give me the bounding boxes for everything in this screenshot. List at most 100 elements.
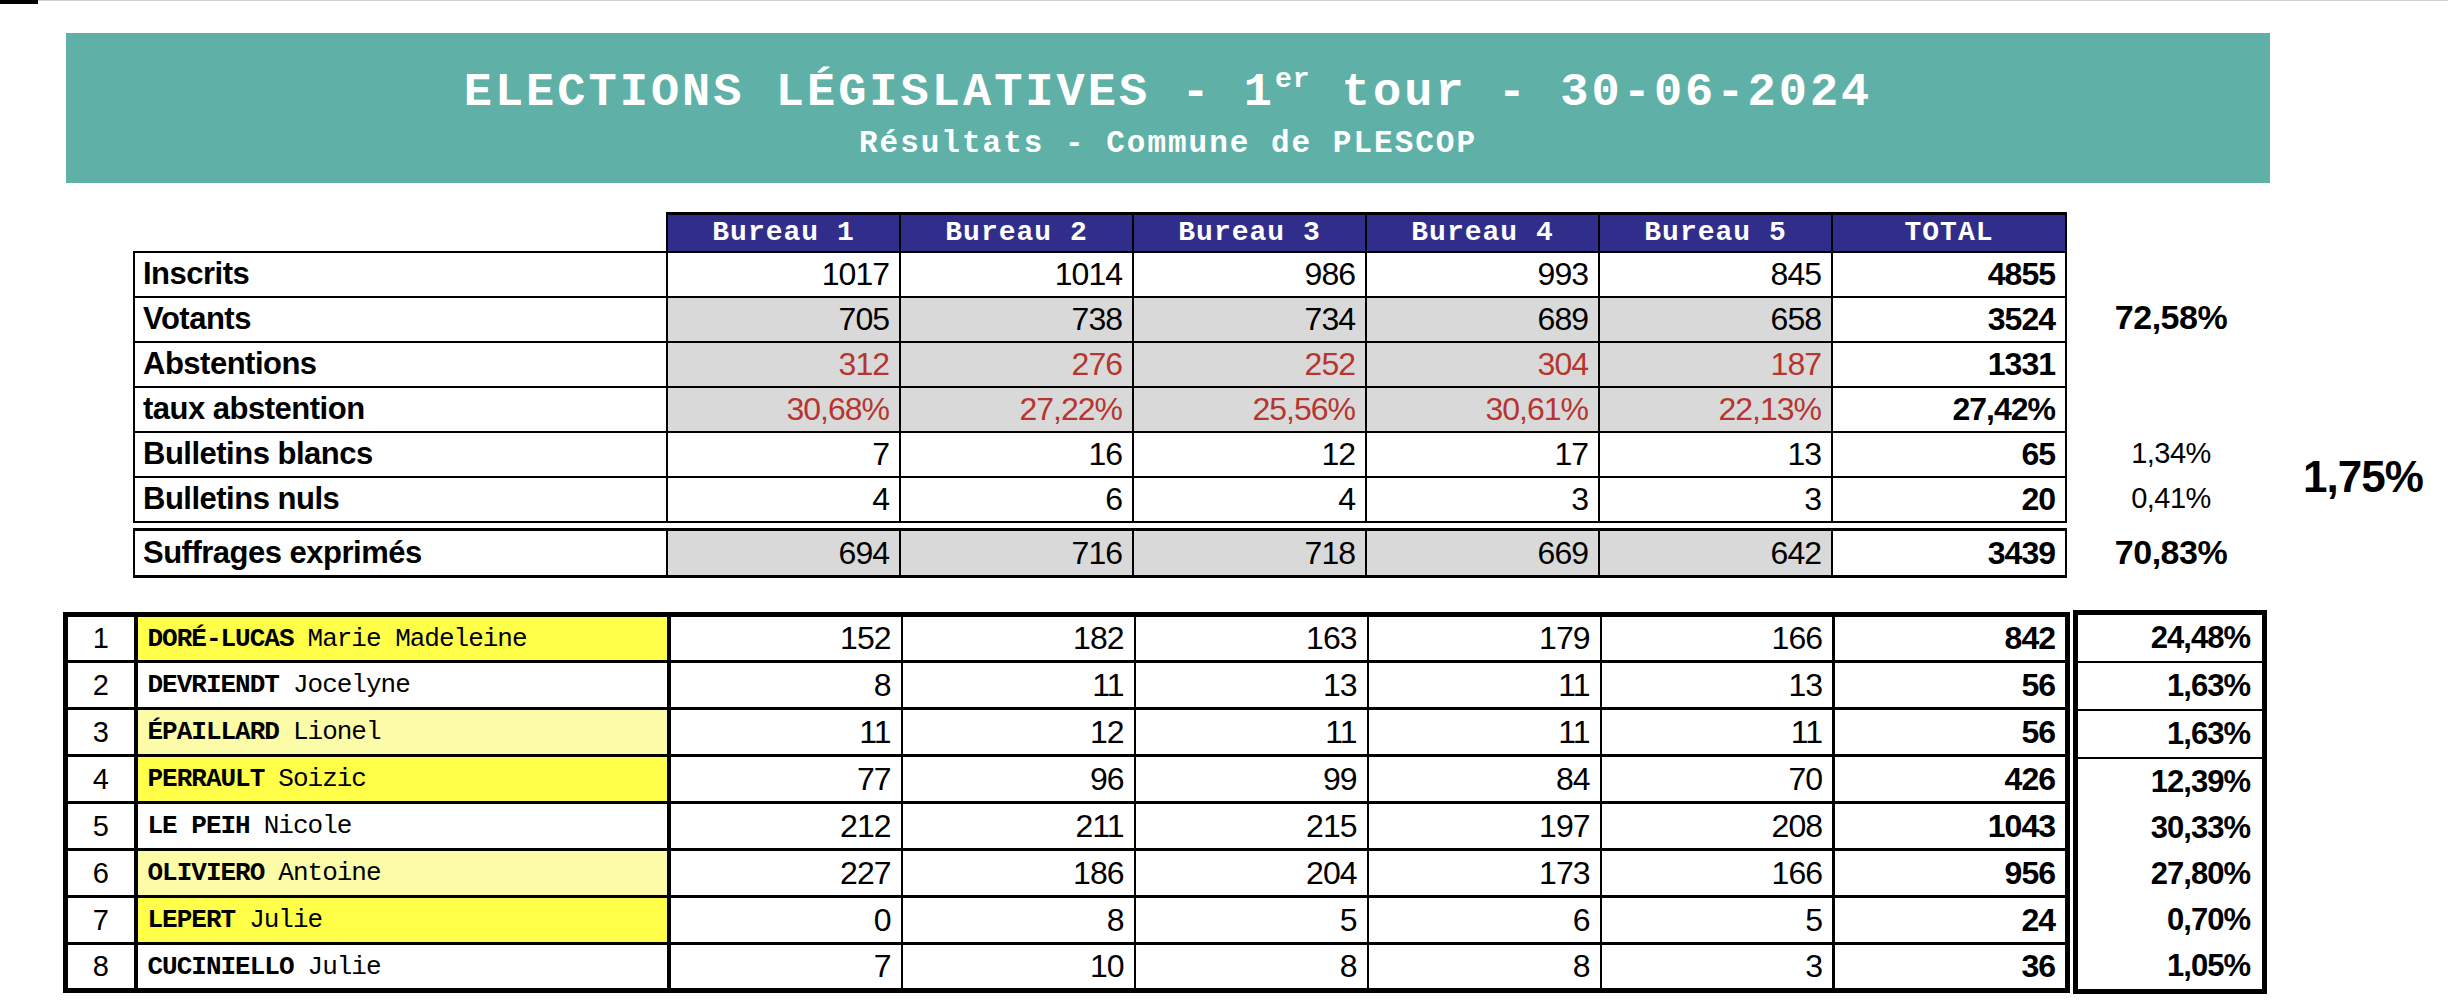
candidate-last-name: DORÉ-LUCAS xyxy=(148,624,294,654)
column-header-bureau-4: Bureau 4 xyxy=(1366,214,1599,252)
cell-value: 986 xyxy=(1133,252,1366,297)
cell-total: 842 xyxy=(1834,615,2068,662)
candidate-last-name: PERRAULT xyxy=(148,764,265,794)
page-title-superscript: er xyxy=(1275,64,1311,95)
candidate-first-name: Soizic xyxy=(278,764,366,794)
cell-value: 3 xyxy=(1601,944,1834,991)
cell-value: 11 xyxy=(669,709,902,756)
cell-value: 179 xyxy=(1368,615,1601,662)
cell-value: 12 xyxy=(902,709,1135,756)
cell-value: 152 xyxy=(669,615,902,662)
summary-row-votants: Votants 705 738 734 689 658 3524 xyxy=(134,297,2066,342)
candidate-last-name: DEVRIENDT xyxy=(148,670,279,700)
candidate-percentage: 27,80% xyxy=(2078,851,2262,897)
summary-row-abstentions: Abstentions 312 276 252 304 187 1331 xyxy=(134,342,2066,387)
cell-value: 642 xyxy=(1599,530,1832,577)
cell-total: 3524 xyxy=(1832,297,2066,342)
candidate-rank: 1 xyxy=(66,615,136,662)
cell-value: 22,13% xyxy=(1599,387,1832,432)
column-header-bureau-5: Bureau 5 xyxy=(1599,214,1832,252)
cell-value: 163 xyxy=(1135,615,1368,662)
cell-value: 7 xyxy=(667,432,900,477)
cell-value: 16 xyxy=(900,432,1133,477)
candidate-name: OLIVIEROAntoine xyxy=(136,850,669,897)
cell-value: 166 xyxy=(1601,850,1834,897)
candidate-row: 3 ÉPAILLARDLionel 11 12 11 11 11 56 xyxy=(66,709,2068,756)
candidate-rank: 5 xyxy=(66,803,136,850)
cell-total: 1331 xyxy=(1832,342,2066,387)
cell-value: 208 xyxy=(1601,803,1834,850)
cell-value: 227 xyxy=(669,850,902,897)
cell-value: 84 xyxy=(1368,756,1601,803)
row-label: taux abstention xyxy=(134,387,667,432)
cell-value: 204 xyxy=(1135,850,1368,897)
cell-value: 716 xyxy=(900,530,1133,577)
cell-value: 187 xyxy=(1599,342,1832,387)
cell-value: 304 xyxy=(1366,342,1599,387)
cell-value: 186 xyxy=(902,850,1135,897)
cell-total: 3439 xyxy=(1832,530,2066,577)
election-results-sheet: ELECTIONS LÉGISLATIVES - 1er tour - 30-0… xyxy=(0,0,2448,1002)
cell-value: 5 xyxy=(1135,897,1368,944)
cell-value: 99 xyxy=(1135,756,1368,803)
cell-value: 1017 xyxy=(667,252,900,297)
cropped-cell-border-artifact xyxy=(0,0,38,4)
cell-value: 689 xyxy=(1366,297,1599,342)
cell-value: 215 xyxy=(1135,803,1368,850)
candidate-name: CUCINIELLOJulie xyxy=(136,944,669,991)
cell-value: 10 xyxy=(902,944,1135,991)
cell-value: 12 xyxy=(1133,432,1366,477)
candidate-rank: 4 xyxy=(66,756,136,803)
cell-total: 20 xyxy=(1832,477,2066,522)
cell-total: 4855 xyxy=(1832,252,2066,297)
cell-value: 11 xyxy=(1135,709,1368,756)
row-label: Votants xyxy=(134,297,667,342)
candidate-row: 8 CUCINIELLOJulie 7 10 8 8 3 36 xyxy=(66,944,2068,991)
cell-value: 276 xyxy=(900,342,1133,387)
cell-value: 5 xyxy=(1601,897,1834,944)
cell-value: 13 xyxy=(1601,662,1834,709)
summary-row-suffrages-exprimes: Suffrages exprimés 694 716 718 669 642 3… xyxy=(134,530,2066,577)
cell-value: 312 xyxy=(667,342,900,387)
window-top-edge xyxy=(0,0,2448,1)
cell-value: 11 xyxy=(1368,709,1601,756)
page-title: ELECTIONS LÉGISLATIVES - 1er tour - 30-0… xyxy=(66,51,2270,122)
blancs-nuls-combined-percentage: 1,75% xyxy=(2290,452,2436,502)
table-gap xyxy=(134,522,2066,530)
candidate-row: 6 OLIVIEROAntoine 227 186 204 173 166 95… xyxy=(66,850,2068,897)
candidate-first-name: Marie Madeleine xyxy=(308,624,527,654)
candidate-percentage: 1,63% xyxy=(2078,663,2262,711)
cell-total: 36 xyxy=(1834,944,2068,991)
candidate-name: LE PEIHNicole xyxy=(136,803,669,850)
candidate-rank: 8 xyxy=(66,944,136,991)
column-header-bureau-3: Bureau 3 xyxy=(1133,214,1366,252)
cell-total: 426 xyxy=(1834,756,2068,803)
candidate-name: DEVRIENDT Jocelyne xyxy=(136,662,669,709)
column-header-bureau-1: Bureau 1 xyxy=(667,214,900,252)
cell-value: 3 xyxy=(1366,477,1599,522)
summary-header-row: Bureau 1 Bureau 2 Bureau 3 Bureau 4 Bure… xyxy=(134,214,2066,252)
suffrages-exprimes-percentage: 70,83% xyxy=(2078,533,2264,572)
cell-value: 8 xyxy=(669,662,902,709)
summary-table: Bureau 1 Bureau 2 Bureau 3 Bureau 4 Bure… xyxy=(133,212,2067,578)
candidate-name: DORÉ-LUCAS Marie Madeleine xyxy=(136,615,669,662)
summary-row-bulletins-blancs: Bulletins blancs 7 16 12 17 13 65 xyxy=(134,432,2066,477)
candidate-first-name: Julie xyxy=(249,905,322,935)
candidate-row: 4 PERRAULTSoizic 77 96 99 84 70 426 xyxy=(66,756,2068,803)
cell-value: 8 xyxy=(902,897,1135,944)
cell-value: 11 xyxy=(1601,709,1834,756)
cell-value: 197 xyxy=(1368,803,1601,850)
candidate-name: ÉPAILLARDLionel xyxy=(136,709,669,756)
cell-value: 25,56% xyxy=(1133,387,1366,432)
cell-value: 845 xyxy=(1599,252,1832,297)
candidate-row: 1 DORÉ-LUCASMarie Madeleine 152 182 163 … xyxy=(66,615,2068,662)
cell-value: 212 xyxy=(669,803,902,850)
title-banner: ELECTIONS LÉGISLATIVES - 1er tour - 30-0… xyxy=(66,33,2270,183)
candidate-first-name: Jocelyne xyxy=(293,670,410,700)
candidate-percentage: 12,39% xyxy=(2078,759,2262,805)
cell-value: 211 xyxy=(902,803,1135,850)
candidate-last-name: ÉPAILLARD xyxy=(148,717,279,747)
candidate-percentage: 0,70% xyxy=(2078,897,2262,943)
candidate-rank: 7 xyxy=(66,897,136,944)
cell-value: 252 xyxy=(1133,342,1366,387)
